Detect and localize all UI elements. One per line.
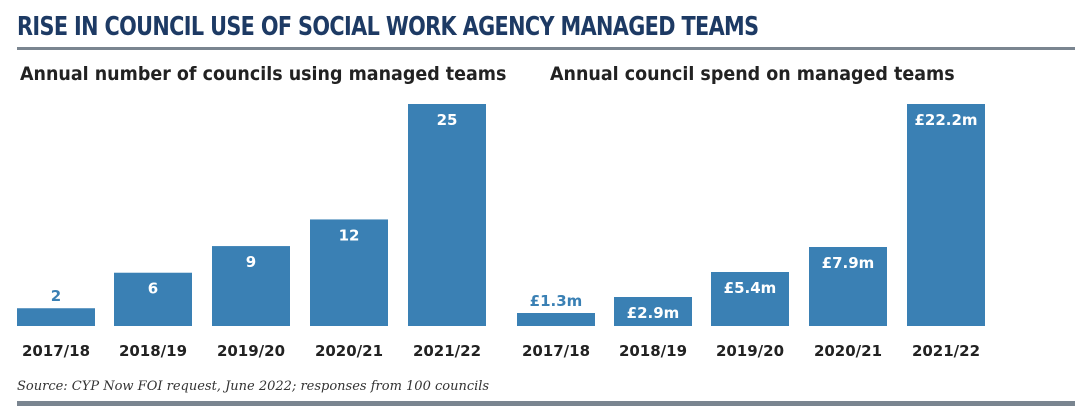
- chart-spend: £1.3m 2017/18 £2.9m 2018/19 £5.4m 2019/20 £7.9…: [517, 104, 985, 360]
- spend-bar-2018-19: [614, 297, 692, 326]
- spend-bar-2017-18: [517, 313, 595, 326]
- councils-tick-label-2018-19: 2018/19: [119, 342, 187, 360]
- chart-councils: 2 2017/18 6 2018/19 9 2019/20 12 2020/21 25 2021/…: [17, 104, 486, 360]
- councils-data-label-2018-19: 6: [148, 280, 158, 298]
- spend-bar-2020-21: [809, 247, 887, 326]
- councils-bar-2020-21: [310, 219, 388, 326]
- chart-spend-title: Annual council spend on managed teams: [550, 63, 955, 85]
- spend-tick-label-2021-22: 2021/22: [912, 342, 980, 360]
- councils-data-label-2020-21: 12: [339, 226, 360, 244]
- spend-tick-label-2020-21: 2020/21: [814, 342, 882, 360]
- councils-tick-label-2021-22: 2021/22: [413, 342, 481, 360]
- main-title: RISE IN COUNCIL USE OF SOCIAL WORK AGENC…: [17, 12, 759, 42]
- councils-tick-label-2017-18: 2017/18: [22, 342, 90, 360]
- spend-tick-label-2017-18: 2017/18: [522, 342, 590, 360]
- councils-data-label-2021-22: 25: [437, 111, 458, 129]
- top-rule: [17, 47, 1075, 50]
- spend-data-label-2017-18: £1.3m: [530, 292, 583, 310]
- councils-data-label-2019-20: 9: [246, 253, 256, 271]
- councils-bar-2019-20: [212, 246, 290, 326]
- councils-bar-2021-22: [408, 104, 486, 326]
- councils-tick-label-2019-20: 2019/20: [217, 342, 285, 360]
- spend-data-label-2021-22: £22.2m: [914, 111, 977, 129]
- spend-data-label-2020-21: £7.9m: [822, 254, 875, 272]
- councils-tick-label-2020-21: 2020/21: [315, 342, 383, 360]
- councils-bar-2018-19: [114, 272, 192, 326]
- spend-bar-2019-20: [711, 272, 789, 326]
- spend-tick-label-2018-19: 2018/19: [619, 342, 687, 360]
- spend-data-label-2019-20: £5.4m: [724, 279, 777, 297]
- spend-bar-2021-22: [907, 104, 985, 326]
- councils-data-label-2017-18: 2: [51, 287, 61, 305]
- spend-data-label-2018-19: £2.9m: [627, 304, 680, 322]
- bottom-rule: [17, 401, 1075, 406]
- source-note: Source: CYP Now FOI request, June 2022; …: [17, 379, 490, 394]
- councils-bar-2017-18: [17, 308, 95, 326]
- spend-tick-label-2019-20: 2019/20: [716, 342, 784, 360]
- chart-councils-title: Annual number of councils using managed …: [20, 63, 507, 85]
